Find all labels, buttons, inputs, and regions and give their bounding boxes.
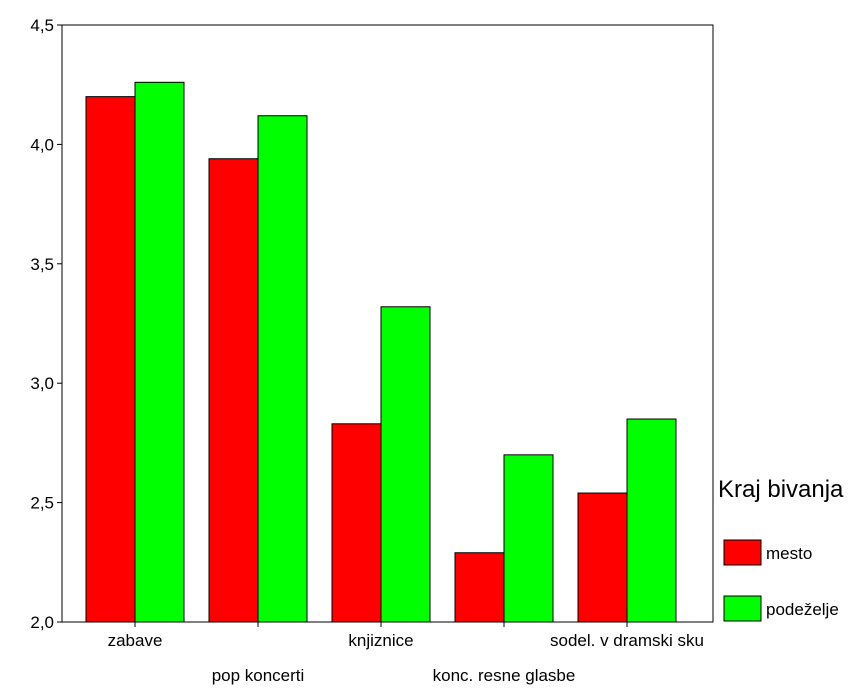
bar-mesto-5 <box>577 492 628 623</box>
x-tick-label: knjiznice <box>348 631 413 650</box>
x-tick-label: sodel. v dramski sku <box>550 631 704 650</box>
y-tick-label: 2,0 <box>30 613 54 632</box>
legend-title: Kraj bivanja <box>718 476 844 503</box>
y-tick-label: 3,5 <box>30 255 54 274</box>
bar-podeželje-2 <box>257 115 308 623</box>
bar-podeželje-1 <box>134 81 185 623</box>
legend-label-mesto: mesto <box>766 544 812 563</box>
bar-mesto-4 <box>454 552 505 623</box>
x-tick-label: pop koncerti <box>212 666 305 685</box>
bar-podeželje-4 <box>503 454 554 623</box>
bar-podeželje-3 <box>380 306 431 623</box>
bar-mesto-2 <box>208 158 259 623</box>
bar-podeželje-5 <box>626 418 677 623</box>
bar-mesto-1 <box>85 96 136 623</box>
legend: Kraj bivanja mesto podeželje <box>718 476 844 622</box>
x-tick-label: konc. resne glasbe <box>433 666 576 685</box>
legend-label-podeželje: podeželje <box>766 600 839 619</box>
y-axis: 2,0 2,5 3,0 3,5 4,0 4,5 <box>30 16 62 632</box>
y-tick-label: 3,0 <box>30 374 54 393</box>
bars-layer <box>85 81 677 623</box>
x-axis: zabave pop koncerti knjiznice konc. resne g… <box>108 622 704 685</box>
plot-frame <box>61 24 714 623</box>
x-tick-label: zabave <box>108 631 163 650</box>
y-tick-label: 4,0 <box>30 135 54 154</box>
bar-mesto-3 <box>331 423 382 623</box>
legend-swatch-podeželje <box>723 595 762 622</box>
y-tick-label: 2,5 <box>30 494 54 513</box>
legend-swatch-mesto <box>723 539 762 566</box>
y-tick-label: 4,5 <box>30 16 54 35</box>
